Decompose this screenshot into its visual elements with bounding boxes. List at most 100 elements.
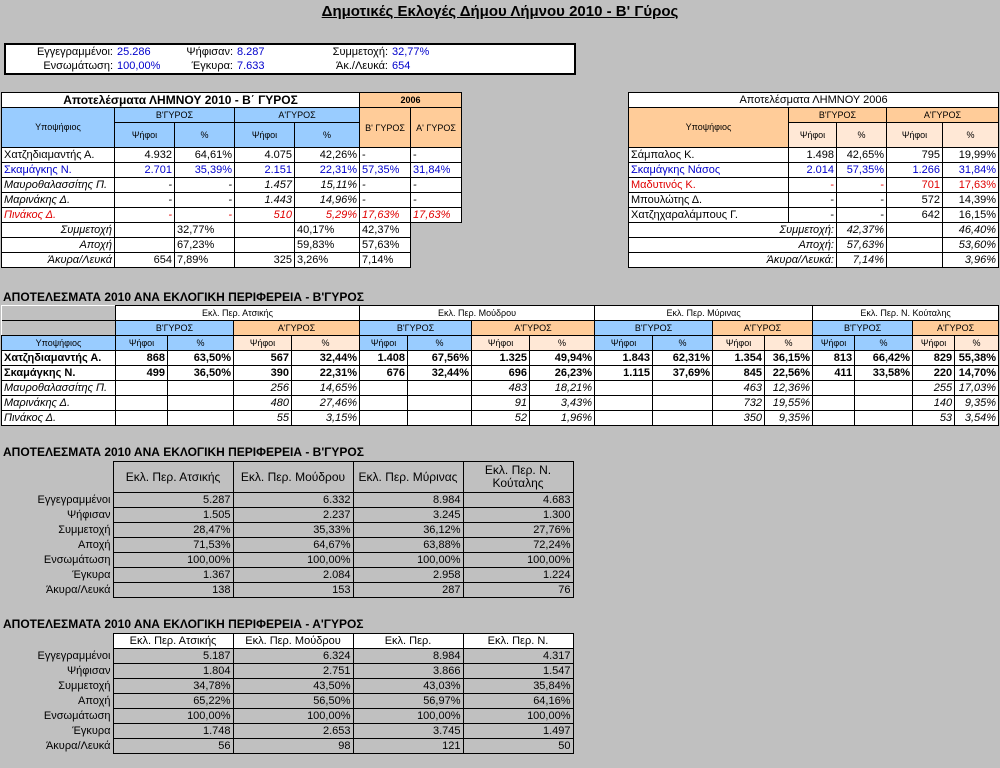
stat-value: 59,83% bbox=[293, 237, 361, 253]
pct-cell: 1,96% bbox=[529, 410, 596, 426]
pct-header: % bbox=[854, 335, 914, 351]
stat-value: 6.324 bbox=[232, 648, 354, 664]
votes-cell bbox=[359, 380, 409, 396]
votes-cell: 255 bbox=[912, 380, 956, 396]
stat-value: 35,33% bbox=[232, 522, 354, 538]
pct-cell: 12,36% bbox=[764, 380, 814, 396]
pct-cell: 63,50% bbox=[167, 350, 234, 366]
table-row: Μαρινάκης Δ. 480 27,46% 91 3,43% 732 19,55% 140… bbox=[1, 395, 1000, 411]
table-row: Άκυρα/Λευκά 138 153 287 76 bbox=[3, 582, 574, 598]
candidate-name: Σκαμάγκης Νάσος bbox=[628, 162, 789, 178]
stat-value: 2.084 bbox=[232, 567, 354, 583]
table-row: Μαυροθαλασσίτης Π. - -1.457 15,11% - - bbox=[1, 177, 463, 193]
pct-cell bbox=[652, 410, 714, 426]
stat-value: 40,17% bbox=[293, 222, 361, 238]
votes-cell: 642 bbox=[886, 207, 943, 223]
summary-value: 100,00% bbox=[117, 59, 161, 72]
pct-cell bbox=[407, 380, 473, 396]
summary-value: 654 bbox=[392, 59, 411, 72]
pct-cell: 3,54% bbox=[954, 410, 1000, 426]
pct-cell: 62,31% bbox=[652, 350, 714, 366]
stat-value: 100,00% bbox=[462, 552, 574, 568]
blank-cell bbox=[1, 305, 116, 321]
blank-cell bbox=[410, 252, 462, 268]
pct-cell: 32,44% bbox=[290, 350, 361, 366]
votes-cell: 390 bbox=[233, 365, 292, 381]
pct-cell: 17,03% bbox=[954, 380, 1000, 396]
stat-value: 100,00% bbox=[352, 552, 464, 568]
stat-value: 138 bbox=[112, 582, 234, 598]
table-row: Μαυροθαλασσίτης Π. 256 14,65% 483 18,21% 463 1… bbox=[1, 380, 1000, 396]
stat-value: 3.245 bbox=[352, 507, 464, 523]
summary-label: Άκ./Λευκά: bbox=[335, 59, 388, 72]
stat-label: Έγκυρα bbox=[72, 568, 111, 581]
stat-value: 7,14% bbox=[359, 252, 412, 268]
pct-cell: 31,84% bbox=[941, 162, 1000, 178]
stat-value: 32,77% bbox=[174, 222, 235, 238]
candidate-name: Μαυροθαλασσίτης Π. bbox=[1, 380, 116, 396]
votes-cell: 829 bbox=[912, 350, 956, 366]
candidate-name: Σκαμάγκης Ν. bbox=[1, 162, 115, 178]
votes-cell: 411 bbox=[812, 365, 856, 381]
pct-cell: 22,56% bbox=[764, 365, 814, 381]
summary-value: 32,77% bbox=[392, 45, 430, 58]
votes-cell: 480 bbox=[233, 395, 292, 411]
stat-value: 1.748 bbox=[112, 723, 234, 739]
table-row: Μπουλώτης Δ. - -572 14,39% bbox=[628, 192, 1000, 208]
pct-cell: 27,46% bbox=[290, 395, 361, 411]
pct-cell: 18,21% bbox=[529, 380, 596, 396]
pct-cell: 66,42% bbox=[854, 350, 914, 366]
pct-cell: 17,63% bbox=[941, 177, 1000, 193]
district-header: Εκλ. Περ. Μύρινας bbox=[352, 461, 464, 493]
stat-value: 63,88% bbox=[352, 537, 464, 553]
candidate-name: Χατζηχαραλάμπους Γ. bbox=[628, 207, 789, 223]
votes-cell: 732 bbox=[712, 395, 766, 411]
stat-value: 8.984 bbox=[352, 648, 464, 664]
table-row: Άκυρα/Λευκά: 7,14% 3,96% bbox=[628, 252, 1000, 268]
table-row: Εγγεγραμμένοι 5.187 6.324 8.984 4.317 bbox=[3, 648, 574, 664]
a-round-header: Α'ΓΥΡΟΣ bbox=[912, 320, 1000, 336]
stat-value: 64,16% bbox=[462, 693, 574, 709]
votes-cell: 2.014 bbox=[788, 162, 837, 178]
blank-cell bbox=[3, 634, 113, 649]
votes-cell: 220 bbox=[912, 365, 956, 381]
votes-header: Ψήφοι bbox=[233, 335, 292, 351]
votes-cell: 1.457 bbox=[234, 177, 295, 193]
table-row: Χατζηδιαμαντής Α. 4.932 64,61% 4.075 42,26% -… bbox=[1, 147, 463, 163]
stat-value: 100,00% bbox=[352, 708, 464, 724]
stat-label: Άκυρα/Λευκά bbox=[45, 739, 111, 752]
stat-value: 50 bbox=[462, 738, 574, 754]
year-header: 2006 bbox=[359, 92, 463, 108]
stat-value bbox=[234, 222, 295, 238]
a-round-2006-header: Α' ΓΥΡΟΣ bbox=[410, 107, 463, 148]
summary-label: Ενσωμάτωση: bbox=[43, 59, 113, 72]
votes-cell: 140 bbox=[912, 395, 956, 411]
pct-header: % bbox=[407, 335, 473, 351]
votes-cell: 4.932 bbox=[114, 147, 175, 163]
stat-value: 67,23% bbox=[174, 237, 235, 253]
a-round-header: Α'ΓΥΡΟΣ bbox=[232, 320, 361, 336]
votes-cell: 701 bbox=[886, 177, 943, 193]
pct-cell: 57,35% bbox=[836, 162, 887, 178]
stat-value: 98 bbox=[232, 738, 354, 754]
pct-cell: 3,43% bbox=[529, 395, 596, 411]
pct-cell bbox=[407, 410, 473, 426]
pct-2006-cell: 17,63% bbox=[359, 207, 412, 223]
candidate-name: Πινάκος Δ. bbox=[1, 410, 116, 426]
pct-cell: 16,15% bbox=[941, 207, 1000, 223]
votes-cell: - bbox=[788, 192, 837, 208]
stat-value: 28,47% bbox=[112, 522, 234, 538]
stats-a-table: Εκλ. Περ. Ατσικής Εκλ. Περ. Μούδρου Εκλ.… bbox=[3, 633, 574, 754]
pct-cell: 67,56% bbox=[407, 350, 473, 366]
b-round-header: Β'ΓΥΡΟΣ bbox=[812, 320, 914, 336]
table-row: Πινάκος Δ. 55 3,15% 52 1,96% 350 9,35% 53 3,54% bbox=[1, 410, 1000, 426]
votes-cell: 795 bbox=[886, 147, 943, 163]
stat-value: 1.300 bbox=[462, 507, 574, 523]
votes-cell: 510 bbox=[234, 207, 295, 223]
district-header: Εκλ. Περ. Μούδρου bbox=[232, 633, 354, 649]
stat-label: Συμμετοχή bbox=[1, 222, 115, 238]
votes-header: Ψήφοι bbox=[234, 122, 295, 148]
votes-cell bbox=[359, 395, 409, 411]
pct-cell: 64,61% bbox=[174, 147, 235, 163]
candidate-name: Χατζηδιαμαντής Α. bbox=[1, 147, 115, 163]
